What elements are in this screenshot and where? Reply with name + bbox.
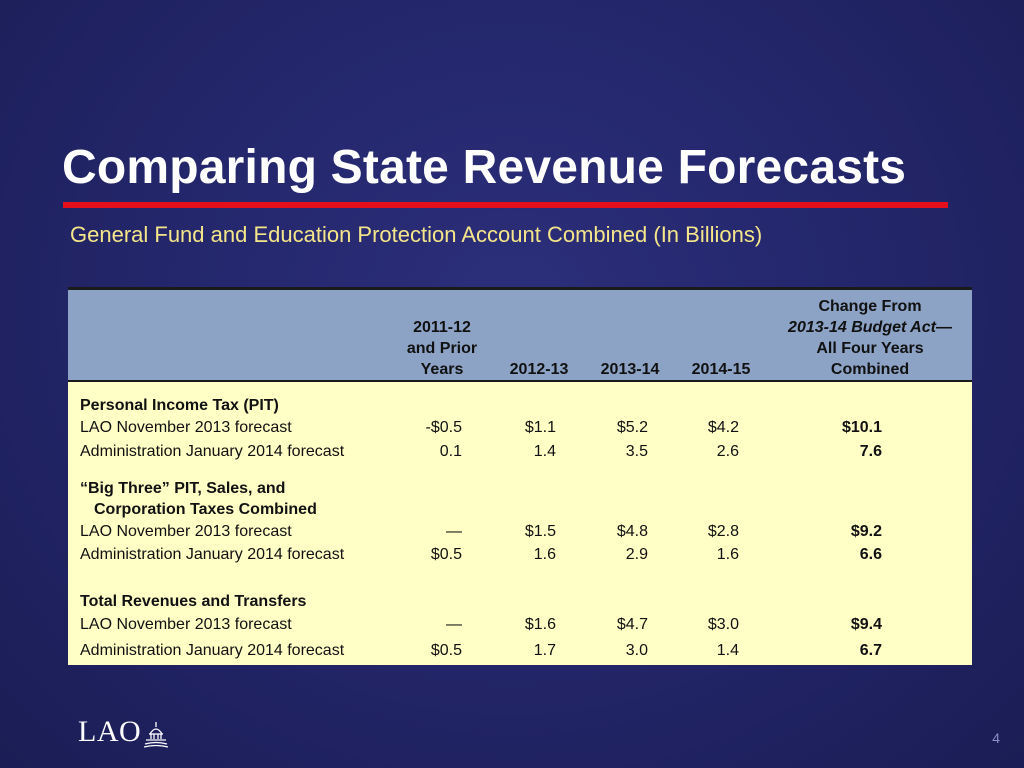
table-cell: $4.8: [616, 523, 648, 540]
row-label: LAO November 2013 forecast: [80, 616, 292, 633]
table-cell-total: 7.6: [859, 443, 882, 460]
section-title-big-three: “Big Three” PIT, Sales, and Corporation …: [80, 478, 317, 520]
table-cell: 3.0: [625, 642, 648, 659]
row-label: LAO November 2013 forecast: [80, 523, 292, 540]
table-cell: $1.5: [524, 523, 556, 540]
row-label: Administration January 2014 forecast: [80, 642, 345, 659]
table-cell: $2.8: [707, 523, 739, 540]
header-2014-15: 2014-15: [691, 361, 751, 378]
table-cell-total: 6.7: [859, 642, 882, 659]
header-line: Change From: [818, 298, 922, 315]
table-cell-total: $10.1: [841, 419, 882, 436]
table-cell-total: 6.6: [859, 546, 882, 563]
table-cell: $3.0: [707, 616, 739, 633]
header-2011-12-prior-years: 2011-12 and Prior Years: [390, 317, 494, 380]
lao-logo: LAO: [78, 716, 169, 748]
header-2012-13: 2012-13: [509, 361, 569, 378]
slide-title: Comparing State Revenue Forecasts: [62, 141, 907, 194]
header-2013-14: 2013-14: [600, 361, 660, 378]
table-cell: 1.4: [716, 642, 739, 659]
row-label: Administration January 2014 forecast: [80, 443, 345, 460]
table-cell: 1.6: [716, 546, 739, 563]
table-cell: 2.6: [716, 443, 739, 460]
table-cell-total: $9.2: [850, 523, 882, 540]
header-line: Years: [420, 361, 464, 378]
table-cell: -$0.5: [425, 419, 462, 436]
table-cell-total: $9.4: [850, 616, 882, 633]
table-cell: $4.7: [616, 616, 648, 633]
table-cell: $0.5: [430, 546, 462, 563]
logo-text: LAO: [78, 715, 142, 748]
title-underline: [63, 202, 948, 208]
table-cell: 1.6: [533, 546, 556, 563]
header-line: 2013-14 Budget Act—: [772, 317, 968, 338]
table-cell: —: [446, 523, 462, 540]
header-line: All Four Years: [816, 340, 924, 357]
slide-subtitle: General Fund and Education Protection Ac…: [70, 222, 763, 247]
header-change-from-budget-act: Change From 2013-14 Budget Act— All Four…: [772, 296, 968, 380]
row-label: Administration January 2014 forecast: [80, 546, 345, 563]
revenue-forecast-table: 2011-12 and Prior Years 2012-13 2013-14 …: [68, 287, 972, 665]
table-cell: $0.5: [430, 642, 462, 659]
header-italic-text: 2013-14 Budget Act: [788, 319, 936, 336]
table-cell: —: [446, 616, 462, 633]
header-line: Combined: [830, 361, 910, 378]
header-line: 2011-12: [413, 319, 471, 336]
header-line: and Prior: [406, 340, 478, 357]
page-number: 4: [992, 730, 1000, 746]
capitol-dome-icon: [143, 722, 169, 748]
header-dash: —: [935, 319, 952, 336]
table-cell: $1.6: [524, 616, 556, 633]
table-cell: 1.7: [533, 642, 556, 659]
table-cell: $4.2: [707, 419, 739, 436]
table-cell: $1.1: [524, 419, 556, 436]
table-cell: 1.4: [533, 443, 556, 460]
section-title-line: “Big Three” PIT, Sales, and: [80, 480, 286, 497]
section-title-line: Corporation Taxes Combined: [94, 501, 317, 518]
table-cell: $5.2: [616, 419, 648, 436]
table-cell: 0.1: [439, 443, 462, 460]
table-cell: 2.9: [625, 546, 648, 563]
table-header: 2011-12 and Prior Years 2012-13 2013-14 …: [68, 290, 972, 382]
row-label: LAO November 2013 forecast: [80, 419, 292, 436]
section-title-pit: Personal Income Tax (PIT): [80, 397, 279, 414]
table-cell: 3.5: [625, 443, 648, 460]
section-title-total-revenues: Total Revenues and Transfers: [80, 593, 307, 610]
